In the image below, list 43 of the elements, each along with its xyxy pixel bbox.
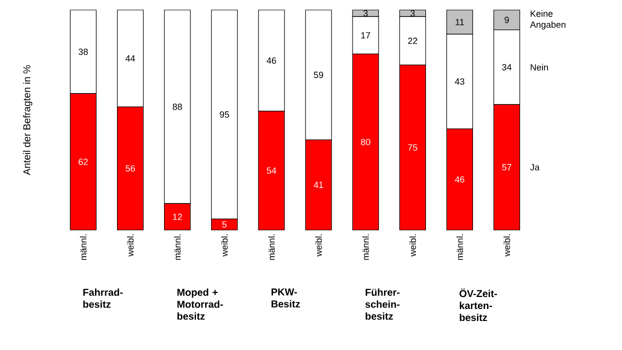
series-label: Nein: [530, 64, 548, 70]
x-tick-label: männl.: [268, 234, 275, 260]
data-label: 88: [172, 104, 182, 110]
data-label: 44: [126, 55, 136, 62]
x-tick-label: männl.: [80, 234, 87, 260]
data-label: 41: [314, 182, 324, 188]
data-label: 75: [408, 144, 418, 151]
data-label: 3: [363, 10, 368, 16]
data-label: 59: [314, 72, 324, 78]
data-label: 22: [408, 38, 418, 44]
x-tick-label: weibl.: [503, 234, 510, 256]
text: Moped + Motorrad- besitz: [177, 288, 223, 320]
data-label: 54: [266, 167, 276, 174]
text: Führer- schein- besitz: [365, 288, 400, 320]
y-axis-title: Anteil der Befragten in %: [22, 65, 32, 176]
x-tick-label: männl.: [456, 234, 464, 260]
text: ÖV-Zeit- karten- besitz: [460, 288, 497, 322]
series-label: Keine Angaben: [530, 10, 566, 30]
data-label: 56: [126, 165, 135, 172]
x-tick-label: männl.: [362, 234, 369, 260]
data-label: 5: [222, 221, 227, 228]
data-label: 12: [173, 214, 182, 220]
x-tick-label: männl.: [174, 234, 181, 260]
data-label: 95: [220, 111, 230, 118]
text: Fahrrad- besitz: [83, 288, 123, 308]
data-label: 11: [456, 19, 464, 26]
data-label: 62: [78, 158, 88, 165]
x-tick-label: weibl.: [221, 234, 228, 256]
data-label: 80: [360, 138, 370, 146]
data-label: 3: [410, 10, 415, 16]
x-tick-label: weibl.: [409, 234, 416, 256]
series-label: Ja: [530, 164, 540, 170]
data-label: 17: [361, 32, 370, 38]
data-label: 38: [78, 48, 88, 55]
data-label: 46: [266, 57, 276, 64]
x-tick-label: weibl.: [127, 234, 134, 256]
data-label: 9: [504, 16, 509, 24]
data-label: 46: [454, 176, 464, 183]
data-label: 57: [502, 164, 512, 170]
text: PKW- Besitz: [272, 288, 300, 308]
data-label: 43: [454, 78, 464, 85]
x-tick-label: weibl.: [315, 234, 322, 256]
data-label: 34: [502, 64, 512, 70]
